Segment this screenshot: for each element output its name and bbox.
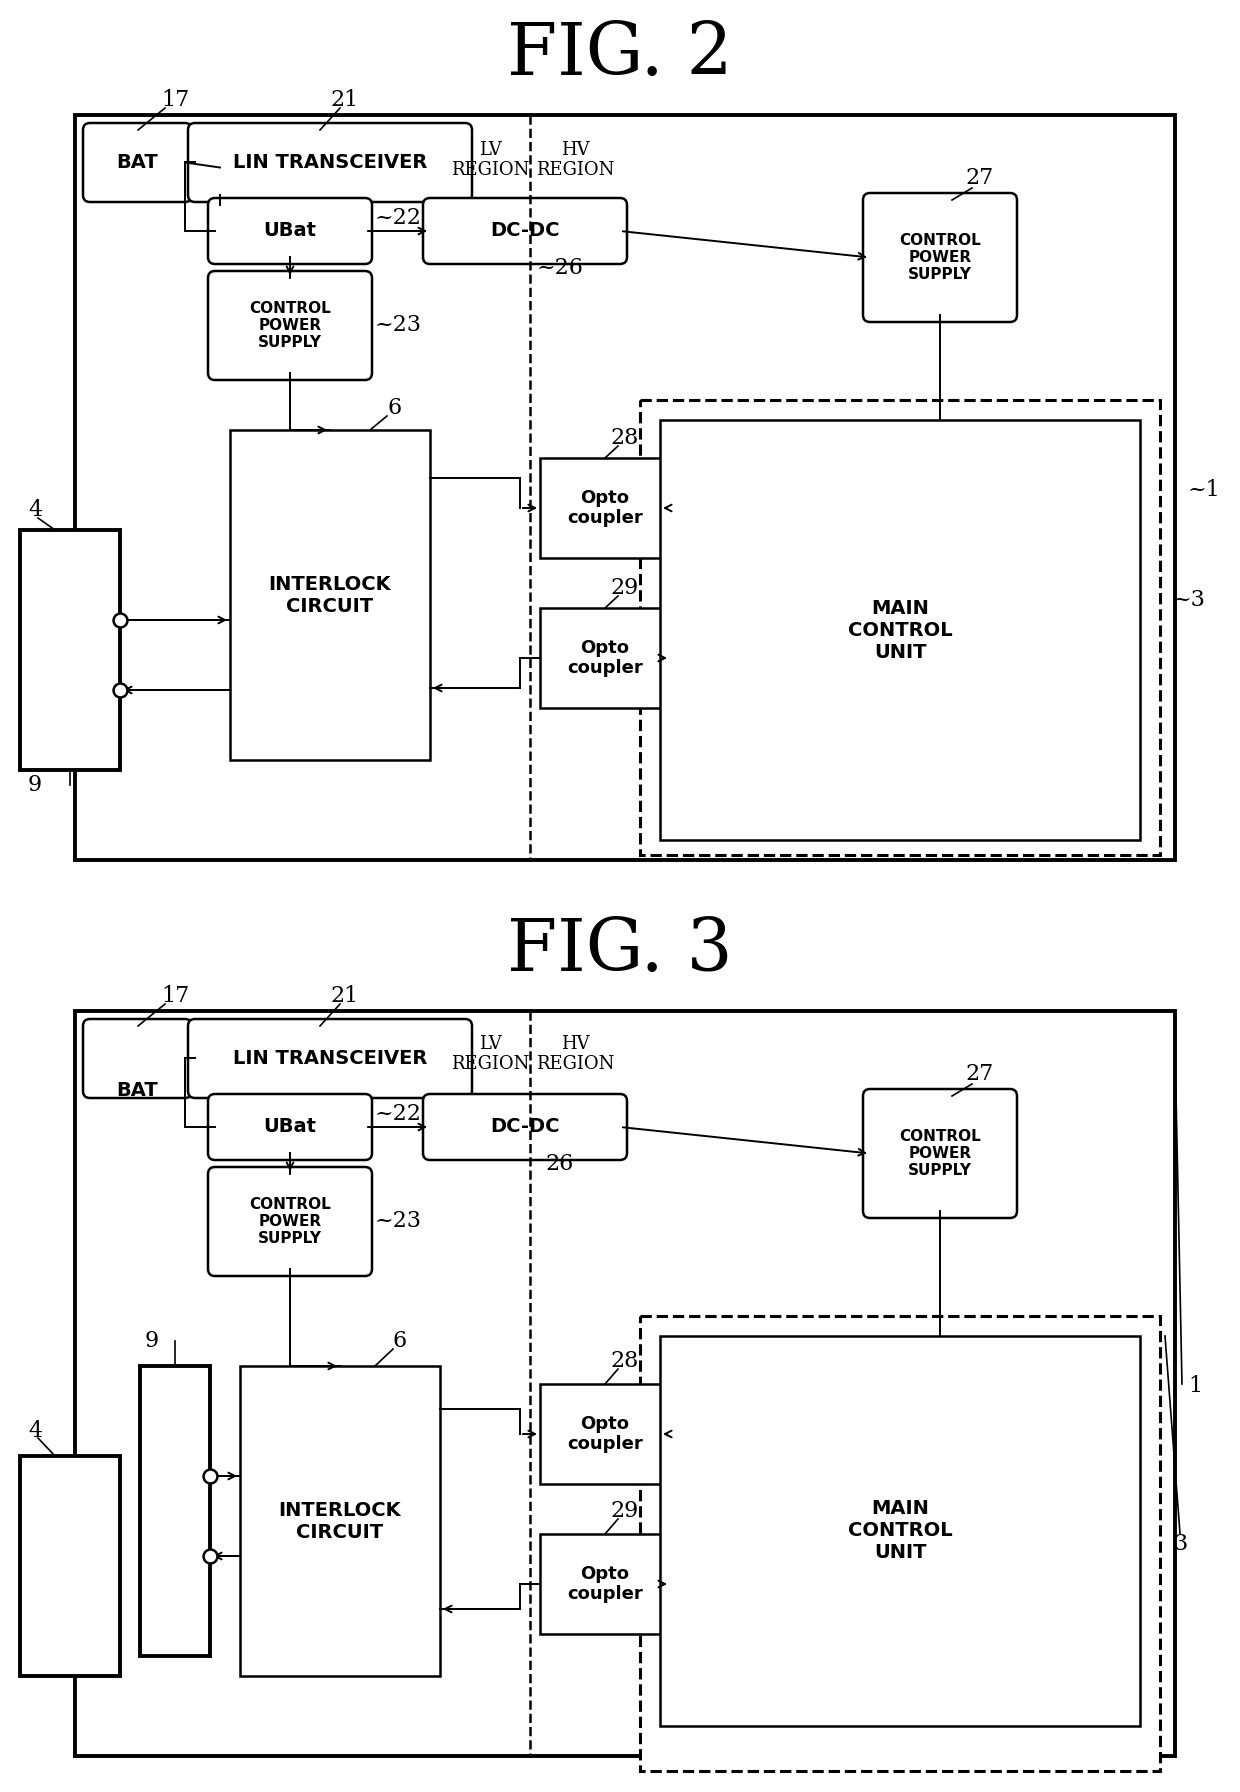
Bar: [640, 1315, 1159, 1770]
Text: MAIN
CONTROL
UNIT: MAIN CONTROL UNIT: [848, 599, 952, 661]
Bar: [660, 1337, 1140, 1726]
Bar: [140, 1366, 210, 1656]
Text: CONTROL
POWER
SUPPLY: CONTROL POWER SUPPLY: [899, 233, 981, 283]
Text: 17: 17: [161, 986, 190, 1007]
Text: DC-DC: DC-DC: [490, 1118, 559, 1136]
Text: 17: 17: [161, 90, 190, 111]
Text: REGION: REGION: [536, 1055, 614, 1073]
Text: INTERLOCK
CIRCUIT: INTERLOCK CIRCUIT: [269, 575, 392, 615]
Text: ~26: ~26: [537, 256, 584, 280]
Text: FIG. 2: FIG. 2: [507, 20, 733, 90]
Text: ~23: ~23: [374, 1210, 422, 1231]
Text: 29: 29: [611, 577, 639, 599]
Text: CONTROL
POWER
SUPPLY: CONTROL POWER SUPPLY: [249, 301, 331, 351]
Text: LV: LV: [479, 142, 501, 159]
Bar: [539, 607, 670, 708]
Text: BAT: BAT: [117, 152, 159, 172]
Text: 28: 28: [611, 1349, 639, 1373]
Text: 1: 1: [1188, 1374, 1202, 1398]
Text: BAT: BAT: [117, 1082, 159, 1100]
Bar: [20, 1455, 120, 1676]
FancyBboxPatch shape: [83, 124, 192, 202]
Text: 6: 6: [393, 1330, 407, 1351]
Bar: [74, 115, 1176, 860]
Text: 27: 27: [966, 167, 994, 188]
Text: LIN TRANSCEIVER: LIN TRANSCEIVER: [233, 152, 428, 172]
Text: LV: LV: [479, 1036, 501, 1054]
Bar: [241, 1366, 440, 1676]
Text: ~1: ~1: [1188, 478, 1220, 502]
Bar: [539, 459, 670, 557]
Text: 9: 9: [145, 1330, 159, 1351]
Text: Opto
coupler: Opto coupler: [567, 638, 642, 677]
FancyBboxPatch shape: [208, 271, 372, 380]
Text: ~23: ~23: [374, 314, 422, 335]
Text: 21: 21: [331, 986, 360, 1007]
Text: 4: 4: [29, 498, 42, 521]
Text: REGION: REGION: [451, 161, 529, 179]
Text: 28: 28: [611, 426, 639, 450]
Bar: [539, 1534, 670, 1634]
Text: CONTROL
POWER
SUPPLY: CONTROL POWER SUPPLY: [899, 1129, 981, 1179]
Text: INTERLOCK
CIRCUIT: INTERLOCK CIRCUIT: [279, 1500, 402, 1541]
Text: ~22: ~22: [374, 1104, 422, 1125]
Text: Opto
coupler: Opto coupler: [567, 489, 642, 527]
Bar: [74, 1011, 1176, 1756]
FancyBboxPatch shape: [208, 1093, 372, 1159]
FancyBboxPatch shape: [188, 1020, 472, 1098]
FancyBboxPatch shape: [188, 124, 472, 202]
Text: MAIN
CONTROL
UNIT: MAIN CONTROL UNIT: [848, 1500, 952, 1563]
FancyBboxPatch shape: [83, 1020, 192, 1098]
Bar: [660, 419, 1140, 840]
Text: 4: 4: [29, 1419, 42, 1443]
Text: CONTROL
POWER
SUPPLY: CONTROL POWER SUPPLY: [249, 1197, 331, 1247]
Text: 6: 6: [388, 398, 402, 419]
Bar: [539, 1383, 670, 1484]
Text: FIG. 3: FIG. 3: [507, 916, 733, 986]
Text: 26: 26: [546, 1152, 574, 1176]
FancyBboxPatch shape: [863, 194, 1017, 323]
Text: UBat: UBat: [263, 222, 316, 240]
Text: ~22: ~22: [374, 208, 422, 229]
Text: Opto
coupler: Opto coupler: [567, 1564, 642, 1604]
Bar: [20, 530, 120, 771]
FancyBboxPatch shape: [208, 197, 372, 263]
Text: REGION: REGION: [451, 1055, 529, 1073]
Text: UBat: UBat: [263, 1118, 316, 1136]
Text: DC-DC: DC-DC: [490, 222, 559, 240]
Bar: [640, 400, 1159, 855]
Text: 29: 29: [611, 1500, 639, 1521]
Bar: [229, 430, 430, 760]
FancyBboxPatch shape: [208, 1167, 372, 1276]
Text: 27: 27: [966, 1063, 994, 1084]
Text: ~3: ~3: [1173, 590, 1205, 611]
Text: HV: HV: [560, 142, 589, 159]
Text: 21: 21: [331, 90, 360, 111]
Text: REGION: REGION: [536, 161, 614, 179]
FancyBboxPatch shape: [423, 197, 627, 263]
Text: LIN TRANSCEIVER: LIN TRANSCEIVER: [233, 1048, 428, 1068]
FancyBboxPatch shape: [423, 1093, 627, 1159]
Text: 9: 9: [29, 774, 42, 796]
Text: 3: 3: [1173, 1532, 1187, 1554]
Text: HV: HV: [560, 1036, 589, 1054]
Text: Opto
coupler: Opto coupler: [567, 1414, 642, 1453]
FancyBboxPatch shape: [863, 1090, 1017, 1219]
